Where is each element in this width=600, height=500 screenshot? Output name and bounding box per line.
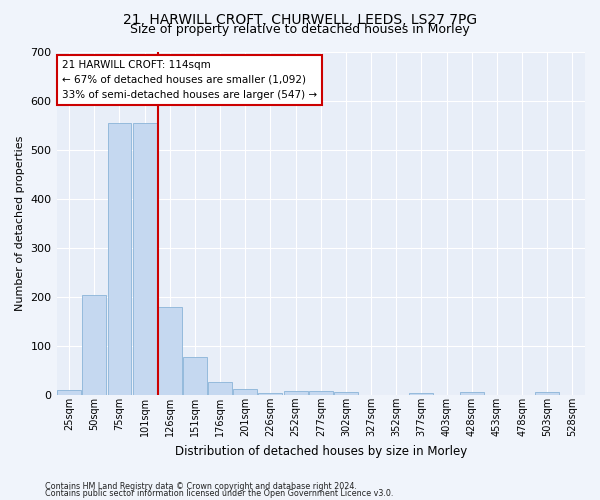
Y-axis label: Number of detached properties: Number of detached properties <box>15 136 25 311</box>
Text: 21, HARWILL CROFT, CHURWELL, LEEDS, LS27 7PG: 21, HARWILL CROFT, CHURWELL, LEEDS, LS27… <box>123 12 477 26</box>
Bar <box>284 392 308 396</box>
Bar <box>183 357 207 396</box>
Text: 21 HARWILL CROFT: 114sqm
← 67% of detached houses are smaller (1,092)
33% of sem: 21 HARWILL CROFT: 114sqm ← 67% of detach… <box>62 60 317 100</box>
Text: Contains HM Land Registry data © Crown copyright and database right 2024.: Contains HM Land Registry data © Crown c… <box>45 482 357 491</box>
Bar <box>460 392 484 396</box>
Bar <box>259 393 283 396</box>
X-axis label: Distribution of detached houses by size in Morley: Distribution of detached houses by size … <box>175 444 467 458</box>
Bar <box>535 392 559 396</box>
Bar <box>334 392 358 396</box>
Bar <box>158 307 182 396</box>
Bar <box>208 382 232 396</box>
Bar <box>107 122 131 396</box>
Bar <box>57 390 81 396</box>
Bar <box>82 294 106 396</box>
Text: Size of property relative to detached houses in Morley: Size of property relative to detached ho… <box>130 22 470 36</box>
Bar <box>233 390 257 396</box>
Bar <box>133 122 157 396</box>
Text: Contains public sector information licensed under the Open Government Licence v3: Contains public sector information licen… <box>45 490 394 498</box>
Bar <box>309 392 333 396</box>
Bar <box>409 393 433 396</box>
